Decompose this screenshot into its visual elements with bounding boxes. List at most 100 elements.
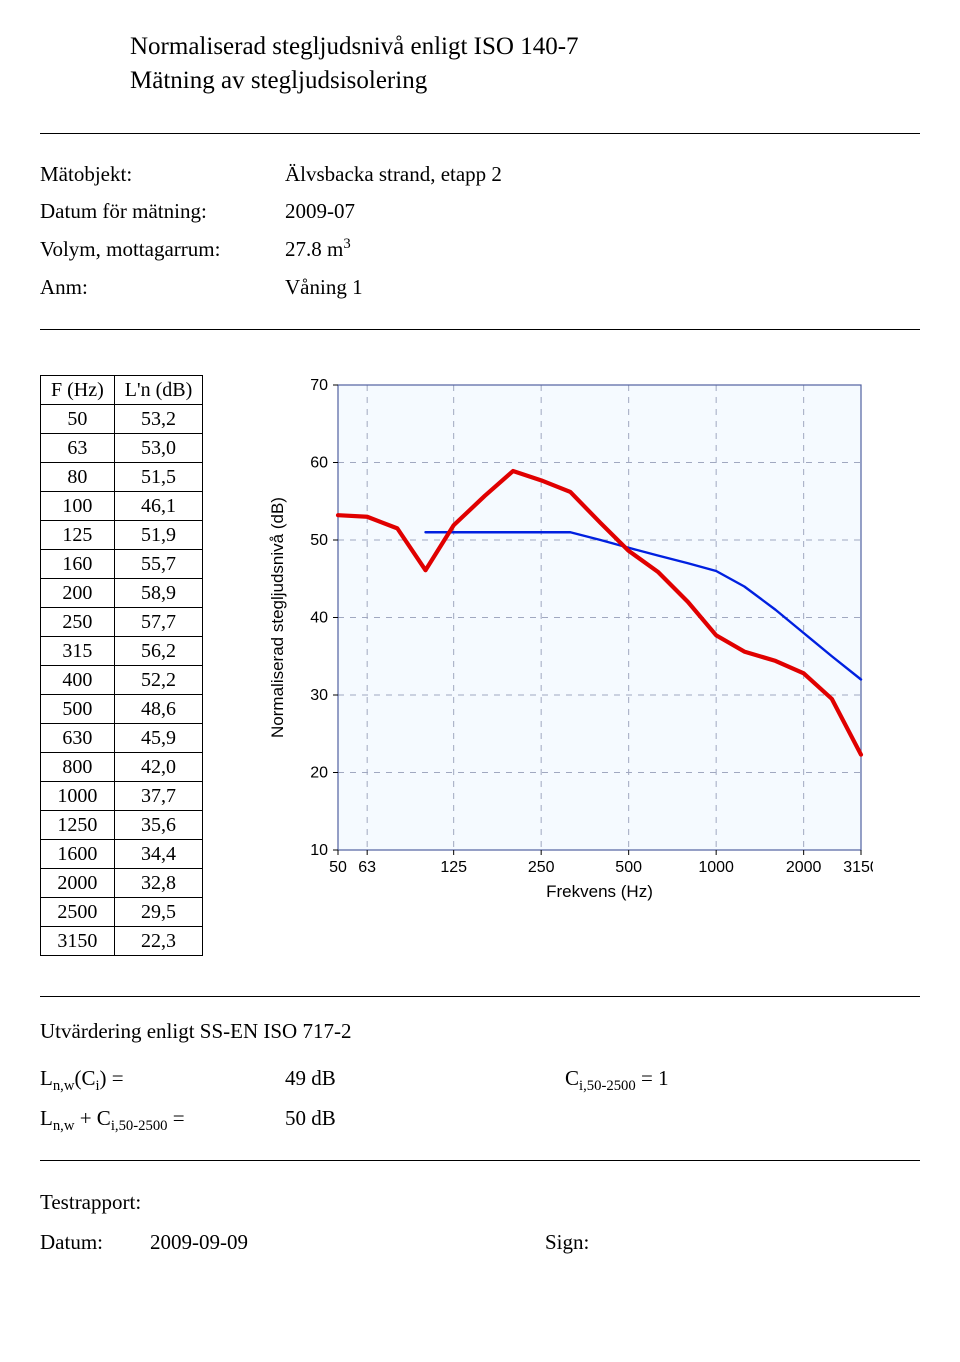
divider <box>40 133 920 134</box>
cell-level: 42,0 <box>114 752 202 781</box>
cell-freq: 63 <box>41 433 115 462</box>
eval-sym: C <box>565 1066 579 1090</box>
eval-sym: + C <box>74 1106 110 1130</box>
data-table: F (Hz) L'n (dB) 5053,26353,08051,510046,… <box>40 375 203 956</box>
footer-date-value: 2009-09-09 <box>150 1223 545 1263</box>
evaluation-block: Utvärdering enligt SS-EN ISO 717-2 Ln,w(… <box>40 1019 920 1139</box>
table-row: 250029,5 <box>41 897 203 926</box>
table-row: 5053,2 <box>41 404 203 433</box>
meta-value-note: Våning 1 <box>285 269 363 307</box>
svg-text:250: 250 <box>528 859 555 876</box>
svg-text:40: 40 <box>310 609 328 626</box>
svg-text:60: 60 <box>310 454 328 471</box>
svg-text:1000: 1000 <box>699 859 735 876</box>
title-block: Normaliserad stegljudsnivå enligt ISO 14… <box>130 30 920 98</box>
chart: 102030405060705063125250500100020003150F… <box>253 375 920 905</box>
cell-freq: 100 <box>41 491 115 520</box>
test-report-label: Testrapport: <box>40 1183 141 1223</box>
cell-freq: 2000 <box>41 868 115 897</box>
eval-sym: L <box>40 1066 53 1090</box>
cell-freq: 160 <box>41 549 115 578</box>
col-header-freq: F (Hz) <box>41 375 115 404</box>
volume-base: 27.8 m <box>285 237 343 261</box>
cell-level: 35,6 <box>114 810 202 839</box>
table-row: 315022,3 <box>41 926 203 955</box>
eval-value: 49 dB <box>285 1059 565 1099</box>
footer-sign-label: Sign: <box>545 1223 589 1263</box>
svg-text:Normaliserad stegljudsnivå (dB: Normaliserad stegljudsnivå (dB) <box>268 497 287 738</box>
cell-level: 22,3 <box>114 926 202 955</box>
title-line-2: Mätning av stegljudsisolering <box>130 64 920 98</box>
cell-level: 51,9 <box>114 520 202 549</box>
cell-level: 57,7 <box>114 607 202 636</box>
cell-level: 48,6 <box>114 694 202 723</box>
table-row: 16055,7 <box>41 549 203 578</box>
cell-freq: 500 <box>41 694 115 723</box>
meta-value-date: 2009-07 <box>285 193 355 231</box>
title-line-1: Normaliserad stegljudsnivå enligt ISO 14… <box>130 30 920 64</box>
eval-sub: n,w <box>53 1118 75 1134</box>
cell-freq: 1250 <box>41 810 115 839</box>
cell-level: 53,0 <box>114 433 202 462</box>
eval-value: 50 dB <box>285 1099 565 1139</box>
eval-row-2: Ln,w + Ci,50-2500 = 50 dB <box>40 1099 920 1139</box>
cell-level: 29,5 <box>114 897 202 926</box>
svg-text:70: 70 <box>310 377 328 394</box>
svg-text:2000: 2000 <box>786 859 822 876</box>
cell-level: 51,5 <box>114 462 202 491</box>
svg-text:50: 50 <box>310 532 328 549</box>
divider <box>40 996 920 997</box>
meta-label-note: Anm: <box>40 269 285 307</box>
table-row: 160034,4 <box>41 839 203 868</box>
cell-freq: 200 <box>41 578 115 607</box>
cell-freq: 80 <box>41 462 115 491</box>
eval-sub: i,50-2500 <box>111 1118 168 1134</box>
meta-label-object: Mätobjekt: <box>40 156 285 194</box>
cell-freq: 315 <box>41 636 115 665</box>
table-row: 12551,9 <box>41 520 203 549</box>
cell-level: 37,7 <box>114 781 202 810</box>
meta-label-volume: Volym, mottagarrum: <box>40 231 285 269</box>
eval-row-1: Ln,w(Ci) = 49 dB Ci,50-2500 = 1 <box>40 1059 920 1099</box>
svg-text:500: 500 <box>616 859 643 876</box>
svg-text:30: 30 <box>310 687 328 704</box>
cell-freq: 125 <box>41 520 115 549</box>
cell-freq: 2500 <box>41 897 115 926</box>
table-row: 50048,6 <box>41 694 203 723</box>
eval-sym: ) = <box>100 1066 124 1090</box>
table-row: 6353,0 <box>41 433 203 462</box>
table-row: 31556,2 <box>41 636 203 665</box>
cell-freq: 1600 <box>41 839 115 868</box>
cell-level: 34,4 <box>114 839 202 868</box>
table-row: 125035,6 <box>41 810 203 839</box>
cell-freq: 630 <box>41 723 115 752</box>
eval-sym: (C <box>74 1066 95 1090</box>
cell-level: 55,7 <box>114 549 202 578</box>
meta-value-volume: 27.8 m3 <box>285 231 351 269</box>
svg-text:125: 125 <box>441 859 468 876</box>
eval-sym: L <box>40 1106 53 1130</box>
cell-freq: 50 <box>41 404 115 433</box>
divider <box>40 1160 920 1161</box>
cell-freq: 3150 <box>41 926 115 955</box>
cell-freq: 250 <box>41 607 115 636</box>
cell-level: 32,8 <box>114 868 202 897</box>
cell-level: 53,2 <box>114 404 202 433</box>
table-row: 10046,1 <box>41 491 203 520</box>
divider <box>40 329 920 330</box>
eval-sym: = <box>168 1106 185 1130</box>
eval-sub: n,w <box>53 1078 75 1094</box>
table-row: 200032,8 <box>41 868 203 897</box>
meta-value-object: Älvsbacka strand, etapp 2 <box>285 156 502 194</box>
eval-sym: = 1 <box>636 1066 669 1090</box>
volume-exp: 3 <box>343 236 350 252</box>
table-row: 8051,5 <box>41 462 203 491</box>
table-row: 40052,2 <box>41 665 203 694</box>
table-row: 80042,0 <box>41 752 203 781</box>
table-row: 63045,9 <box>41 723 203 752</box>
cell-freq: 800 <box>41 752 115 781</box>
svg-text:Frekvens (Hz): Frekvens (Hz) <box>546 882 653 901</box>
cell-freq: 400 <box>41 665 115 694</box>
table-row: 20058,9 <box>41 578 203 607</box>
cell-level: 58,9 <box>114 578 202 607</box>
